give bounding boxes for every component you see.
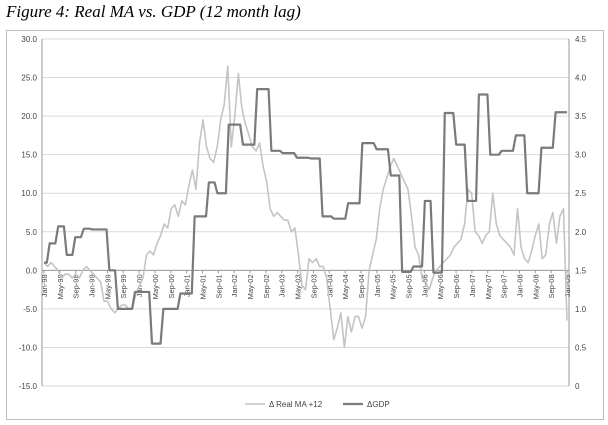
x-tick-label: May-98 — [56, 274, 65, 299]
x-tick-label: Sep-00 — [167, 274, 176, 298]
line-chart: -15.0 -10.0 -5.0 0.0 5.0 10.0 15.0 20.0 25.0 30.0… — [19, 35, 587, 409]
x-tick-label: Jan-02 — [230, 274, 239, 297]
y-left-tick-label: -10.0 — [19, 343, 38, 352]
y-left-tick-label: 30.0 — [21, 35, 37, 44]
x-tick-label: Jan-03 — [278, 274, 287, 297]
x-tick-label: Jan-08 — [515, 274, 524, 297]
x-tick-label: Sep-07 — [500, 274, 509, 298]
x-tick-label: May-01 — [198, 274, 207, 299]
y-left-tick-label: 10.0 — [21, 189, 37, 198]
y-right-tick-label: 0.5 — [575, 343, 587, 352]
x-tick-label: May-05 — [389, 274, 398, 299]
x-tick-label: Jan-05 — [373, 274, 382, 297]
x-tick-label: Sep-02 — [262, 274, 271, 298]
x-tick-label: Sep-03 — [309, 274, 318, 298]
y-left-tick-label: 5.0 — [26, 228, 38, 237]
figure-title: Figure 4: Real MA vs. GDP (12 month lag) — [6, 2, 301, 21]
x-tick-label: May-02 — [246, 274, 255, 299]
chart-container: -15.0 -10.0 -5.0 0.0 5.0 10.0 15.0 20.0 25.0 30.0… — [6, 30, 604, 420]
x-tick-label: May-99 — [103, 274, 112, 299]
x-tick-label: Sep-04 — [357, 274, 366, 298]
x-tick-label: May-08 — [531, 274, 540, 299]
x-tick-label: May-06 — [436, 274, 445, 299]
x-tick-label: May-00 — [151, 274, 160, 299]
x-tick-label: Sep-08 — [547, 274, 556, 298]
series-line-gdp — [44, 88, 567, 345]
x-tick-label: Sep-99 — [119, 274, 128, 298]
x-tick-label: May-03 — [294, 274, 303, 299]
legend-label: ΔGDP — [367, 400, 390, 409]
y-right-tick-label: 2.5 — [575, 189, 587, 198]
x-tick-label: Jan-04 — [325, 274, 334, 297]
y-left-tick-label: -15.0 — [19, 382, 38, 391]
x-tick-label: Sep-05 — [405, 274, 414, 298]
x-tick-label: Sep-98 — [72, 274, 81, 298]
x-tick-label: May-07 — [484, 274, 493, 299]
y-right-tick-label: 1.5 — [575, 266, 587, 275]
y-right-tick-label: 3.5 — [575, 112, 587, 121]
x-tick-label: Jan-01 — [183, 274, 192, 297]
legend-label: Δ Real MA +12 — [269, 400, 323, 409]
y-left-tick-label: -5.0 — [23, 305, 37, 314]
x-tick-label: Sep-01 — [214, 274, 223, 298]
x-tick-label: Jan-99 — [88, 274, 97, 297]
x-tick-label: Jan-06 — [420, 274, 429, 297]
y-right-tick-label: 4.0 — [575, 74, 587, 83]
x-tick-label: May-04 — [341, 274, 350, 299]
y-right-tick-label: 4.5 — [575, 35, 587, 44]
x-tick-label: Jan-98 — [40, 274, 49, 297]
y-left-tick-label: 15.0 — [21, 151, 37, 160]
y-right-tick-label: 3.0 — [575, 151, 587, 160]
x-tick-label: Jan-07 — [468, 274, 477, 297]
x-tick-label: Sep-06 — [452, 274, 461, 298]
y-left-tick-label: 0.0 — [26, 266, 38, 275]
y-right-tick-label: 0 — [575, 382, 580, 391]
y-left-tick-label: 20.0 — [21, 112, 37, 121]
y-right-tick-label: 2.0 — [575, 228, 587, 237]
x-tick-label: Jan-09 — [563, 274, 572, 297]
y-right-tick-label: 1.0 — [575, 305, 587, 314]
y-left-tick-label: 25.0 — [21, 74, 37, 83]
